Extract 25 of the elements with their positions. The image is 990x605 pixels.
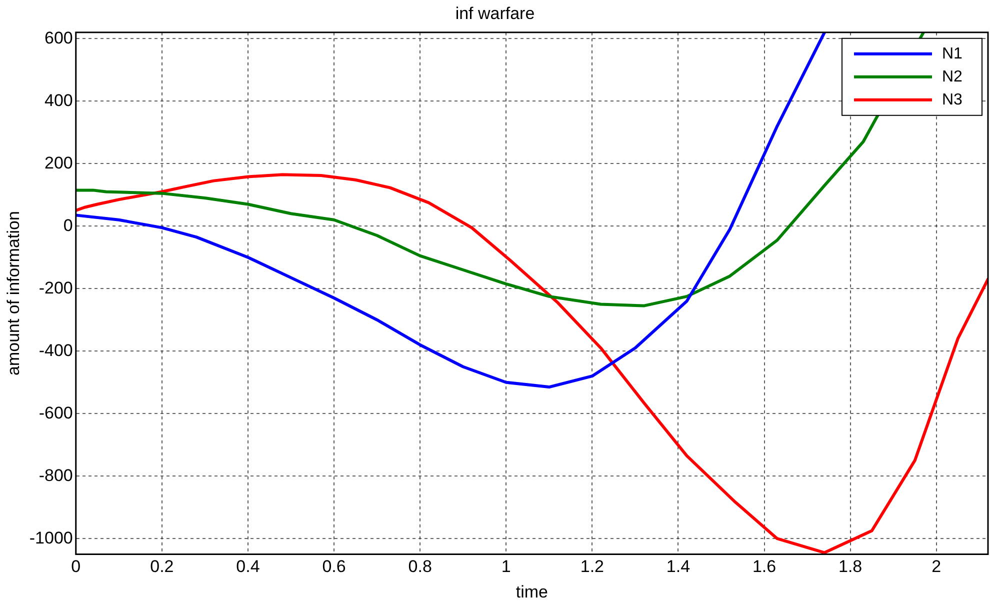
y-tick-label: 0 [63, 216, 73, 235]
y-tick-label: -600 [38, 403, 73, 422]
x-tick-label: 2 [932, 557, 942, 576]
x-tick-label: 0.8 [408, 557, 432, 576]
y-tick-label: 600 [44, 28, 73, 48]
x-tick-label: 1.8 [838, 557, 862, 576]
x-tick-label: 1.6 [752, 557, 776, 576]
y-tick-label: -800 [38, 466, 73, 485]
y-tick-label: -200 [38, 278, 73, 298]
x-tick-label: 1 [501, 557, 511, 576]
x-tick-label: 1.2 [580, 557, 604, 576]
y-tick-label: 200 [44, 153, 73, 172]
legend-label: N1 [942, 45, 963, 62]
legend-label: N2 [942, 68, 963, 86]
y-tick-label: -400 [38, 340, 73, 360]
x-axis-title: time [516, 582, 548, 602]
y-tick-label: 400 [44, 90, 73, 110]
x-tick-label: 0.6 [322, 557, 346, 576]
y-axis-title: amount of information [4, 211, 23, 376]
x-tick-label: 0.2 [150, 557, 174, 576]
legend-label: N3 [942, 91, 963, 108]
chart-title: inf warfare [455, 4, 535, 23]
y-tick-label: -1000 [29, 528, 73, 548]
x-tick-label: 0.4 [236, 557, 260, 576]
x-tick-label: 1.4 [666, 557, 690, 576]
